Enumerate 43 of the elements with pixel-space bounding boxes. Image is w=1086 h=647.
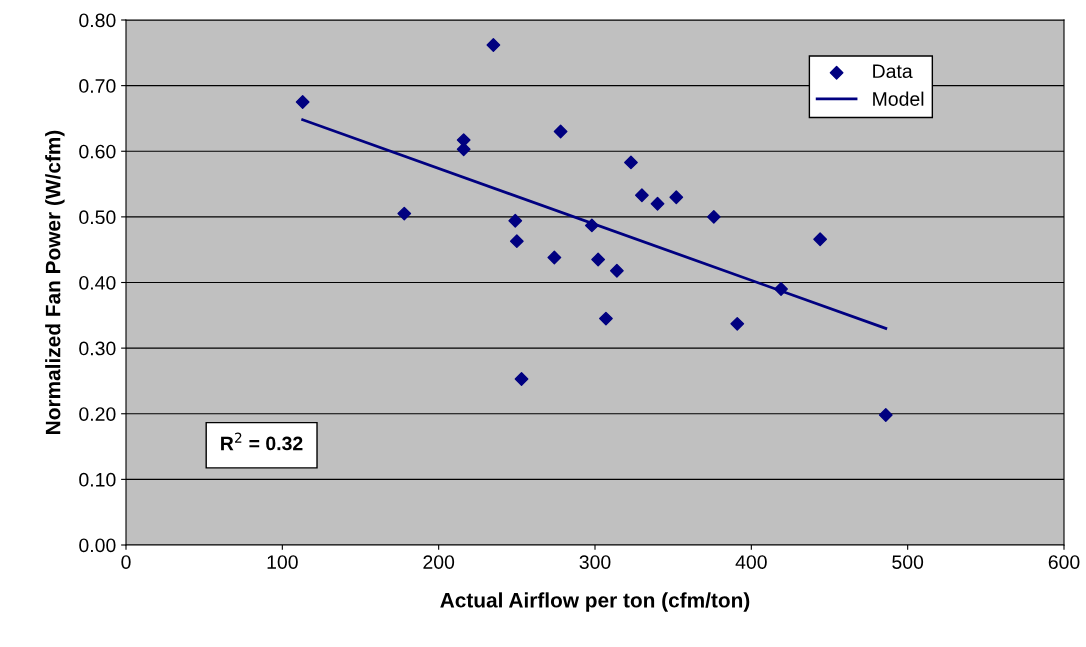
x-axis-title: Actual Airflow per ton (cfm/ton) xyxy=(440,592,750,612)
point xyxy=(650,196,665,211)
y-tick-label: 0.80 xyxy=(79,13,116,28)
point xyxy=(584,218,599,233)
point xyxy=(609,263,624,278)
point xyxy=(456,142,471,157)
point xyxy=(591,252,606,267)
y-tick-label: 0.70 xyxy=(79,79,116,93)
point xyxy=(730,316,745,331)
point xyxy=(295,95,310,109)
x-tick-label: 600 xyxy=(1048,555,1080,569)
point xyxy=(813,232,828,247)
x-tick-label: 200 xyxy=(423,555,455,569)
legend-label: Model xyxy=(873,91,924,106)
y-axis-title: Normalized Fan Power (W/cfm) xyxy=(45,130,65,434)
point xyxy=(774,282,788,296)
y-tick-label: 0.00 xyxy=(79,538,116,553)
point xyxy=(553,124,568,139)
y-tick-label: 0.50 xyxy=(79,210,116,225)
annotation: R$^{2}$ = 0.32 xyxy=(221,432,303,451)
y-tick-label: 0.60 xyxy=(79,144,116,159)
legend-label: Data xyxy=(873,64,913,79)
point xyxy=(508,213,523,228)
point xyxy=(706,209,721,224)
y-tick-label: 0.30 xyxy=(79,341,116,356)
y-tick-label: 0.20 xyxy=(79,407,116,421)
x-tick-label: 100 xyxy=(267,555,298,569)
point xyxy=(397,206,412,221)
point xyxy=(514,372,529,386)
x-tick-label: 500 xyxy=(892,555,924,569)
y-tick-label: 0.10 xyxy=(79,472,116,487)
point xyxy=(599,311,613,326)
point xyxy=(634,188,649,203)
point xyxy=(486,38,501,52)
y-tick-label: 0.40 xyxy=(79,275,116,290)
point xyxy=(624,155,638,170)
point xyxy=(669,190,684,205)
x-tick-label: 0 xyxy=(121,555,131,569)
point xyxy=(509,234,524,249)
point xyxy=(878,408,893,422)
point xyxy=(547,250,562,265)
x-tick-label: 400 xyxy=(735,555,767,569)
x-tick-label: 300 xyxy=(579,555,611,569)
